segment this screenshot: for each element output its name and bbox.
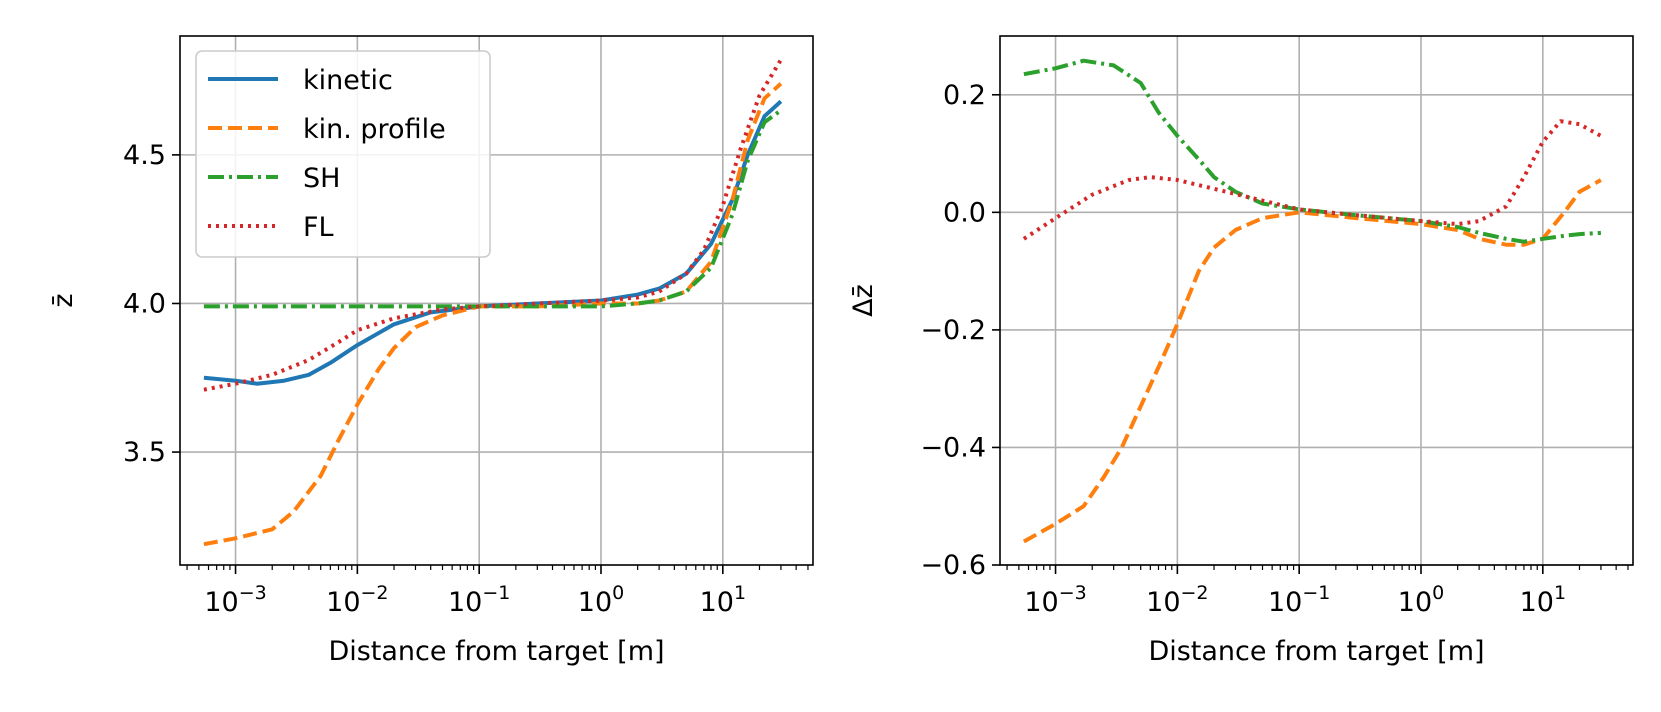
- x-axis-ticks: [186, 565, 809, 574]
- x-tick-label-exponent: −3: [239, 582, 267, 604]
- x-tick-label: 101: [1520, 582, 1566, 618]
- y-tick-label: 0.2: [943, 80, 986, 111]
- y-tick-label: −0.2: [920, 315, 986, 346]
- x-tick-label-exponent: −1: [482, 582, 510, 604]
- y-tick-label: 4.5: [123, 140, 166, 171]
- x-tick-label-exponent: −1: [1302, 582, 1330, 604]
- x-tick-label-exponent: −2: [1181, 582, 1209, 604]
- y-axis-label: z̄: [48, 293, 79, 307]
- legend-box: [195, 50, 491, 258]
- x-tick-label: 10−2: [1146, 582, 1208, 618]
- x-axis-label: Distance from target [m]: [1148, 636, 1484, 667]
- x-tick-label: 10−1: [1268, 582, 1330, 618]
- legend-entry-label: SH: [303, 163, 340, 194]
- legend-entry-label: FL: [303, 212, 334, 243]
- plot-frame: [999, 35, 1634, 566]
- x-tick-label: 10−2: [326, 582, 388, 618]
- x-tick-label: 100: [578, 582, 624, 618]
- legend-entry-label: kin. profile: [303, 114, 446, 145]
- series-group: [203, 58, 783, 547]
- y-tick-label: −0.6: [920, 550, 986, 581]
- x-tick-label-exponent: 0: [1432, 582, 1444, 604]
- x-tick-label-exponent: −2: [361, 582, 389, 604]
- y-tick-label: 3.5: [123, 437, 166, 468]
- series-line-sh: [203, 108, 783, 309]
- x-tick-label: 10−3: [1024, 582, 1086, 618]
- legend-entry-label: kinetic: [303, 65, 393, 96]
- y-tick-label: 0.0: [943, 197, 986, 228]
- legend: kinetic kin. profile SH FL: [195, 50, 491, 258]
- x-tick-label-base: 10: [700, 587, 734, 618]
- series-line-sh: [1023, 58, 1602, 244]
- x-tick-label-base: 10: [1268, 587, 1302, 618]
- x-tick-label-base: 10: [1398, 587, 1432, 618]
- x-tick-label-base: 10: [326, 587, 360, 618]
- x-axis-label: Distance from target [m]: [328, 636, 664, 667]
- x-tick-label-base: 10: [448, 587, 482, 618]
- x-tick-label: 10−1: [448, 582, 510, 618]
- y-axis-label: Δz̄: [848, 284, 879, 317]
- x-tick-label-exponent: 1: [734, 582, 746, 604]
- x-tick-label: 100: [1398, 582, 1444, 618]
- x-tick-label-base: 10: [204, 587, 238, 618]
- x-tick-label-base: 10: [1024, 587, 1058, 618]
- x-tick-label-exponent: −3: [1059, 582, 1087, 604]
- x-tick-label-base: 10: [578, 587, 612, 618]
- x-tick-label: 10−3: [204, 582, 266, 618]
- series-line-fl: [1022, 119, 1602, 241]
- x-tick-label-exponent: 1: [1554, 582, 1566, 604]
- series-line-kin-profile: [1022, 178, 1602, 544]
- y-tick-label: 4.0: [123, 288, 166, 319]
- y-tick-label: −0.4: [920, 432, 986, 463]
- x-axis-ticks: [1006, 565, 1629, 574]
- x-tick-label-base: 10: [1146, 587, 1180, 618]
- x-tick-label-exponent: 0: [612, 582, 624, 604]
- series-line-kin-profile: [203, 82, 783, 547]
- plot-frame: [179, 35, 814, 566]
- x-tick-label: 101: [700, 582, 746, 618]
- x-tick-label-base: 10: [1520, 587, 1554, 618]
- right-chart-panel: 10−3 10−2 10−1 100 101−0.6−0.4−0.20.00.2Dist…: [848, 35, 1634, 667]
- series-group: [1022, 58, 1602, 544]
